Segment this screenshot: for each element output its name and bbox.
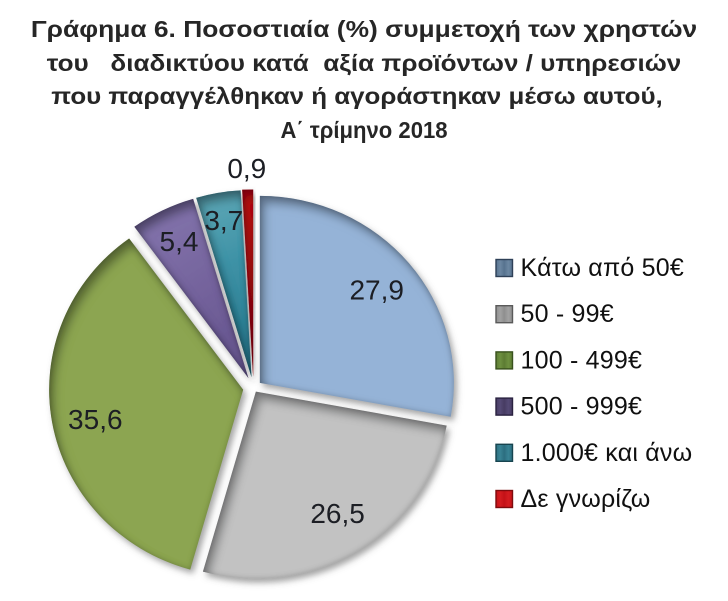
svg-text:50 - 99€: 50 - 99€	[521, 300, 614, 328]
svg-text:27,9: 27,9	[349, 275, 404, 306]
svg-text:Κάτω από 50€: Κάτω από 50€	[521, 254, 684, 282]
svg-text:26,5: 26,5	[310, 498, 365, 529]
svg-text:100 - 499€: 100 - 499€	[521, 346, 643, 374]
svg-text:0,9: 0,9	[227, 153, 266, 184]
svg-text:1.000€ και άνω: 1.000€ και άνω	[521, 439, 693, 467]
svg-text:5,4: 5,4	[160, 226, 199, 257]
svg-text:Δε γνωρίζω: Δε γνωρίζω	[521, 485, 651, 513]
svg-text:3,7: 3,7	[204, 205, 243, 236]
svg-text:500 - 999€: 500 - 999€	[521, 393, 643, 421]
svg-text:35,6: 35,6	[68, 404, 123, 435]
